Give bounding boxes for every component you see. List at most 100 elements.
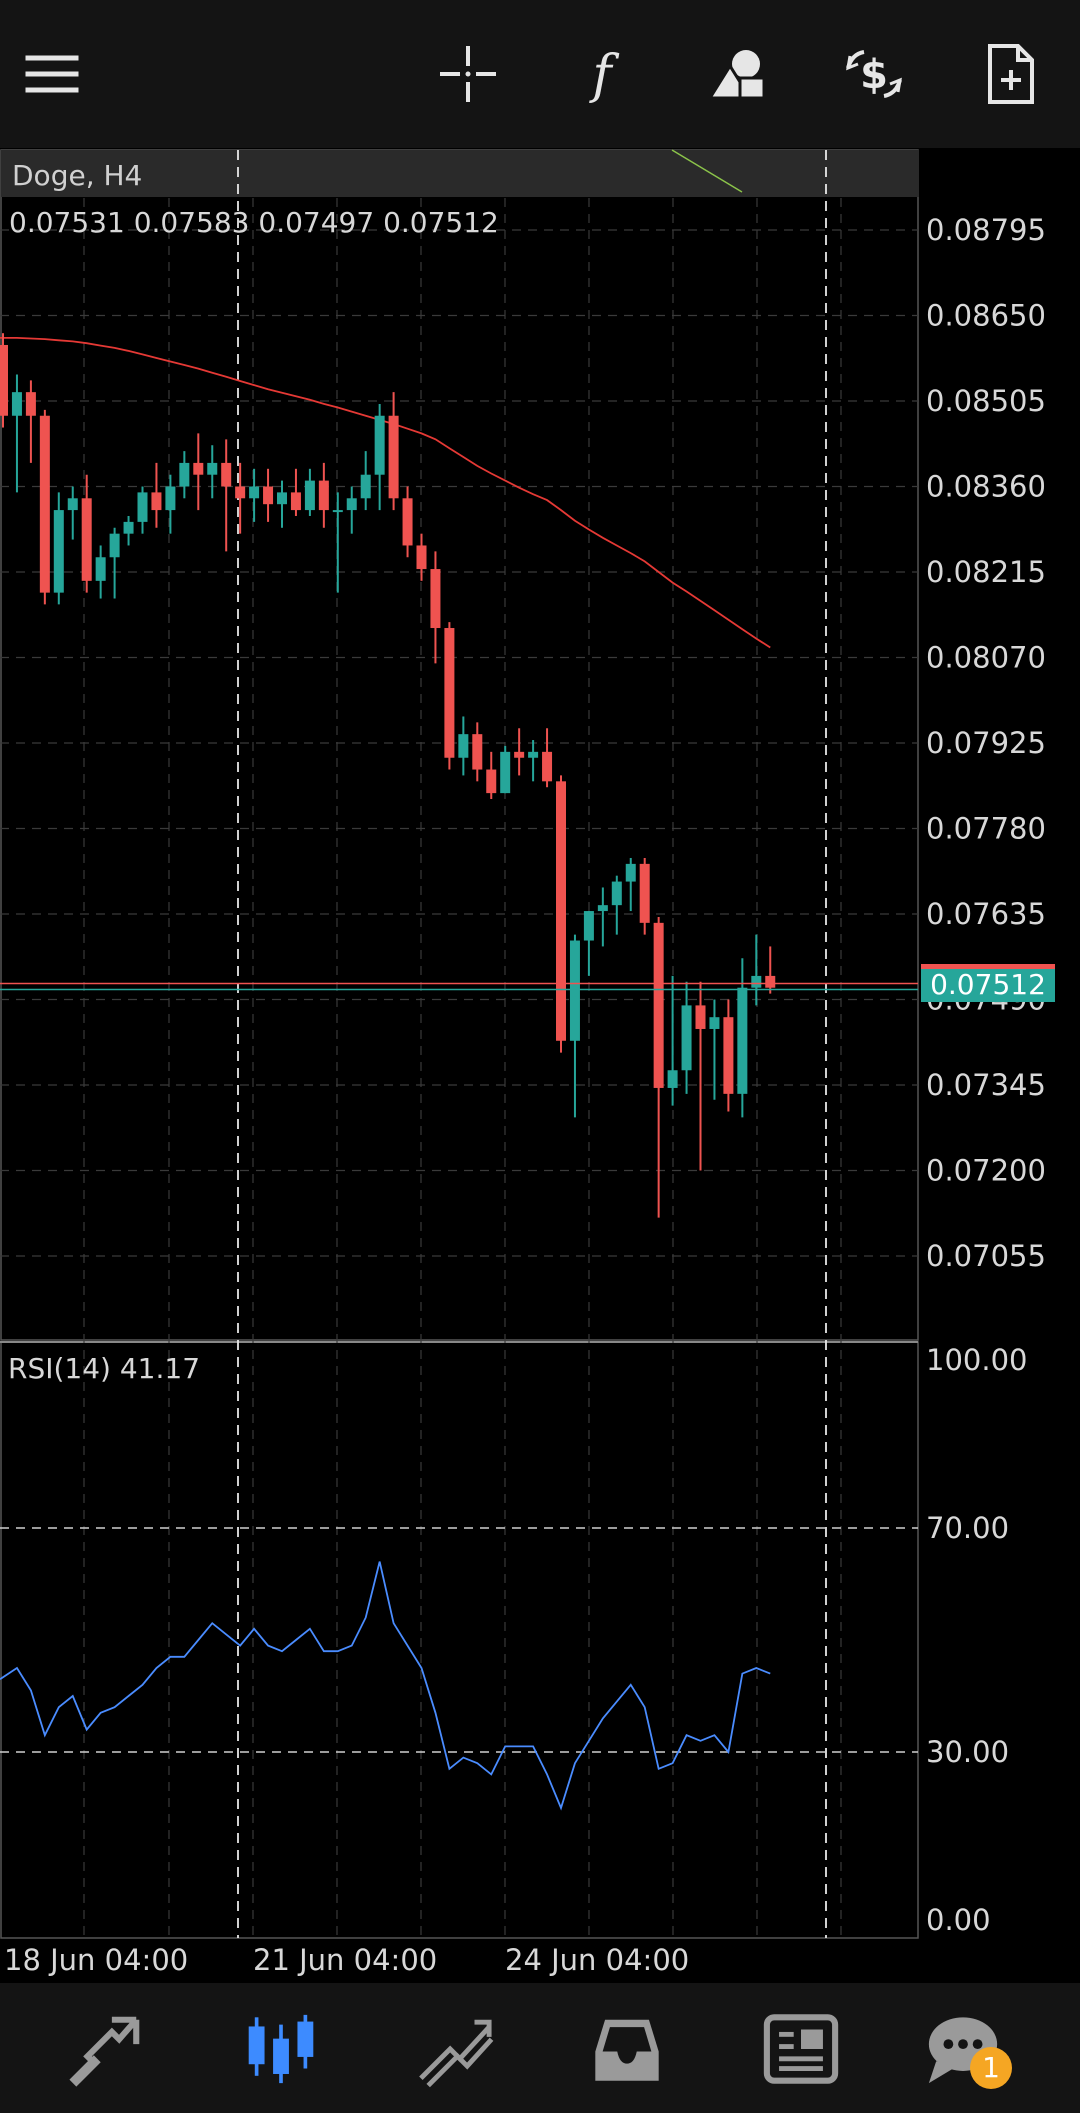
- price-tick-label: 0.07925: [926, 726, 1046, 760]
- candle: [737, 958, 748, 1118]
- candle: [751, 934, 762, 1006]
- price-tick-label: 0.07200: [926, 1154, 1046, 1188]
- candle: [67, 486, 78, 540]
- candle: [486, 751, 497, 800]
- price-tick-label: 0.07635: [926, 897, 1046, 931]
- candle: [374, 403, 385, 511]
- chart-icon[interactable]: [226, 2007, 336, 2091]
- price-tick-label: 0.07780: [926, 812, 1046, 846]
- indicators-icon[interactable]: f: [562, 34, 642, 114]
- trendline-object: [671, 149, 743, 193]
- candle: [25, 380, 36, 463]
- trade-icon[interactable]: $: [834, 34, 914, 114]
- candle: [556, 775, 566, 1053]
- candle: [569, 934, 580, 1118]
- candle: [151, 462, 162, 528]
- candle: [0, 333, 8, 428]
- objects-icon[interactable]: [698, 34, 778, 114]
- candle: [625, 857, 636, 912]
- candle: [123, 515, 134, 546]
- candle: [165, 474, 176, 534]
- candle: [765, 946, 776, 994]
- candle: [458, 716, 469, 776]
- rsi-tick-label: 30.00: [926, 1735, 1009, 1769]
- price-chart[interactable]: 0.08795 0.08650 0.08505 0.08360 0.08215 0.080…: [0, 148, 1080, 1983]
- candle: [611, 875, 622, 935]
- candle: [639, 857, 650, 935]
- new-order-icon[interactable]: [970, 34, 1050, 114]
- price-tick-label: 0.08215: [926, 555, 1046, 589]
- crosshair-vertical-lines: [237, 150, 827, 1938]
- moving-average-line: [0, 336, 771, 649]
- candle: [11, 374, 22, 493]
- candle: [681, 981, 692, 1094]
- current-price-tag: 0.07512: [921, 964, 1055, 1002]
- price-tick-label: 0.08650: [926, 299, 1046, 333]
- chart-header-bar: [1, 150, 919, 197]
- menu-icon[interactable]: [12, 34, 92, 114]
- price-tick-label: 0.08360: [926, 470, 1046, 504]
- symbol-title: Doge, H4: [12, 159, 142, 192]
- trade-nav-icon[interactable]: [400, 2007, 510, 2091]
- candle: [235, 462, 246, 534]
- time-axis-label: 21 Jun 04:00: [253, 1943, 437, 1977]
- candle: [430, 551, 441, 664]
- candle: [583, 911, 594, 976]
- price-tick-label: 0.08505: [926, 384, 1046, 418]
- ohlc-values: 0.07531 0.07583 0.07497 0.07512: [9, 206, 499, 239]
- ma-line: [0, 336, 771, 649]
- candle: [81, 474, 92, 593]
- candle: [39, 409, 50, 605]
- candle: [207, 445, 218, 499]
- rsi-label: RSI(14) 41.17: [8, 1352, 200, 1385]
- candle: [332, 492, 343, 593]
- rsi-tick-label: 0.00: [926, 1903, 991, 1937]
- time-axis-label: 24 Jun 04:00: [505, 1943, 689, 1977]
- price-tick-label: 0.08070: [926, 641, 1046, 675]
- rsi-pane-border: [0, 1341, 919, 1939]
- candle: [709, 999, 720, 1100]
- quotes-icon[interactable]: [52, 2007, 162, 2091]
- news-icon[interactable]: [746, 2007, 856, 2091]
- rsi-line: [0, 1561, 771, 1811]
- svg-text:$: $: [860, 52, 888, 98]
- candle: [500, 745, 511, 794]
- candle: [723, 999, 734, 1112]
- history-icon[interactable]: [572, 2007, 682, 2091]
- candle: [402, 486, 413, 558]
- price-tick-label: 0.07055: [926, 1239, 1046, 1273]
- rsi-tick-label: 70.00: [926, 1511, 1009, 1545]
- chat-badge: 1: [970, 2047, 1012, 2089]
- candle: [53, 492, 64, 605]
- candle: [221, 439, 232, 552]
- candle: [304, 468, 315, 516]
- top-toolbar: f $: [0, 0, 1080, 148]
- candle: [528, 740, 539, 782]
- candle: [109, 527, 120, 599]
- crosshair-icon[interactable]: [428, 34, 508, 114]
- candle: [597, 887, 608, 947]
- candle: [653, 916, 664, 1218]
- chat-icon[interactable]: 1: [908, 2007, 1018, 2091]
- candle: [514, 728, 525, 776]
- price-tick-label: 0.07345: [926, 1068, 1046, 1102]
- candle: [388, 392, 399, 511]
- candle: [179, 451, 190, 499]
- candlesticks: [0, 333, 776, 1218]
- candle: [193, 433, 204, 511]
- candle: [695, 981, 706, 1171]
- candle: [318, 462, 329, 528]
- candle: [472, 722, 483, 782]
- candle: [346, 486, 357, 534]
- candle: [542, 728, 553, 788]
- current-price-label: 0.07512: [930, 968, 1046, 1001]
- chart-grid: [0, 149, 919, 1939]
- candle: [667, 975, 678, 1106]
- candle: [444, 622, 455, 770]
- candle: [137, 486, 148, 534]
- current-price-line: [0, 982, 918, 991]
- candle: [290, 468, 301, 516]
- candle: [360, 451, 371, 511]
- candle: [95, 545, 106, 599]
- candle: [416, 533, 427, 581]
